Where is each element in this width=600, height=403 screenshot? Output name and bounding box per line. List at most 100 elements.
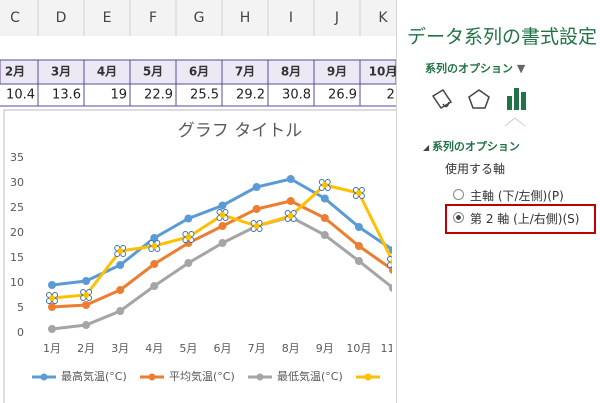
section-label[interactable]: 系列のオプション <box>431 140 520 153</box>
column-letter: G <box>194 10 205 26</box>
selected-marker <box>352 187 365 199</box>
primary-axis-option[interactable]: 主軸 (下/左側)(P) <box>453 187 564 204</box>
marker <box>320 194 329 203</box>
x-tick-label: 2月 <box>77 342 95 355</box>
marker <box>320 231 329 239</box>
marker <box>218 201 227 210</box>
marker <box>184 259 193 267</box>
axis-label: 使用する軸 <box>445 162 506 176</box>
x-tick-label: 4月 <box>145 342 163 355</box>
selected-marker <box>284 210 297 222</box>
fill-tab[interactable] <box>431 88 453 110</box>
x-tick-label: 9月 <box>316 342 334 355</box>
marker <box>150 234 159 242</box>
selected-marker <box>250 220 263 232</box>
primary-axis-label[interactable]: 主軸 (下/左側)(P) <box>470 189 564 203</box>
marker <box>150 260 159 268</box>
selected-marker <box>318 179 331 191</box>
selected-marker <box>148 240 161 252</box>
marker <box>116 286 125 294</box>
x-tick-label: 6月 <box>214 342 232 355</box>
marker <box>389 284 392 292</box>
marker <box>82 301 91 309</box>
marker <box>218 222 227 230</box>
month-cell: 8月 <box>281 65 301 79</box>
series-options-tab[interactable] <box>507 88 526 110</box>
legend-marker <box>256 373 264 381</box>
marker <box>184 214 193 223</box>
month-cell: 4月 <box>97 65 117 79</box>
marker <box>150 282 159 290</box>
selected-marker <box>114 245 127 257</box>
x-tick-label: 1月 <box>43 342 61 355</box>
marker <box>286 175 295 183</box>
value-cell: 30.8 <box>282 88 311 103</box>
y-tick-label: 35 <box>10 151 24 164</box>
marker <box>82 277 91 285</box>
value-cell: 19 <box>110 88 127 103</box>
marker <box>354 257 363 265</box>
effects-tab[interactable] <box>468 89 490 109</box>
legend-label: 最高気温(°C) <box>61 369 127 383</box>
marker <box>286 197 295 205</box>
section-header[interactable]: ◢ 系列のオプション <box>423 140 520 153</box>
month-cell: 7月 <box>235 65 255 79</box>
column-letter: I <box>289 10 293 26</box>
marker <box>48 303 56 311</box>
selected-marker <box>216 209 229 221</box>
month-cell: 5月 <box>143 65 163 79</box>
chart-area[interactable] <box>3 109 405 403</box>
legend-label: 平均気温(°C) <box>169 369 235 383</box>
chart-title[interactable]: グラフ タイトル <box>178 121 302 141</box>
y-tick-label: 5 <box>17 301 24 314</box>
column-letter: K <box>378 10 388 26</box>
options-menu-label[interactable]: 系列のオプション <box>425 62 513 75</box>
secondary-axis-label[interactable]: 第 2 軸 (上/右側)(S) <box>470 212 580 226</box>
y-tick-label: 30 <box>10 176 24 189</box>
secondary-axis-option[interactable]: 第 2 軸 (上/右側)(S) <box>453 210 579 227</box>
x-tick-label: 10月 <box>346 342 371 355</box>
month-cell: 3月 <box>51 65 71 79</box>
marker <box>48 281 56 289</box>
month-cell: 6月 <box>189 65 209 79</box>
value-cell: 29.2 <box>236 88 265 103</box>
selected-marker <box>387 256 392 268</box>
pane-title: データ系列の書式設定 <box>407 26 598 48</box>
x-tick-label: 8月 <box>282 342 300 355</box>
column-header-bar <box>0 0 396 36</box>
value-cell: 25.5 <box>190 88 219 103</box>
column-letter: C <box>10 10 20 26</box>
y-tick-label: 10 <box>10 276 24 289</box>
spreadsheet: C D E F G H I J K 2月 10.4 3月 13.6 4月 19 5月 22.9 6月 25.5 7月 2… <box>0 0 405 403</box>
selected-marker <box>80 289 93 301</box>
marker <box>252 183 261 191</box>
month-row <box>0 59 397 85</box>
marker <box>116 307 125 315</box>
marker <box>354 223 363 231</box>
marker <box>252 205 261 213</box>
value-cell: 21 <box>386 88 396 103</box>
pane-tabs <box>431 88 526 127</box>
highlight-box <box>445 204 596 234</box>
value-cell: 10.4 <box>6 88 35 103</box>
x-tick-label: 7月 <box>248 342 266 355</box>
marker <box>48 325 56 333</box>
marker <box>116 261 125 269</box>
y-tick-label: 25 <box>10 201 24 214</box>
marker <box>389 246 392 254</box>
selected-marker <box>46 292 58 304</box>
options-menu[interactable]: 系列のオプション ▼ <box>425 62 526 75</box>
y-tick-label: 20 <box>10 226 24 239</box>
legend-label: 最低気温(°C) <box>277 369 343 383</box>
selected-marker <box>182 231 195 243</box>
month-cell: 10月 <box>369 65 396 79</box>
x-tick-label: 3月 <box>111 342 129 355</box>
x-tick-label: 11月 <box>381 342 397 355</box>
column-letter: F <box>149 10 157 26</box>
marker <box>354 242 363 250</box>
y-tick-label: 15 <box>10 251 24 264</box>
column-letter: H <box>240 10 251 26</box>
column-letter: J <box>334 10 339 26</box>
marker <box>218 239 227 247</box>
